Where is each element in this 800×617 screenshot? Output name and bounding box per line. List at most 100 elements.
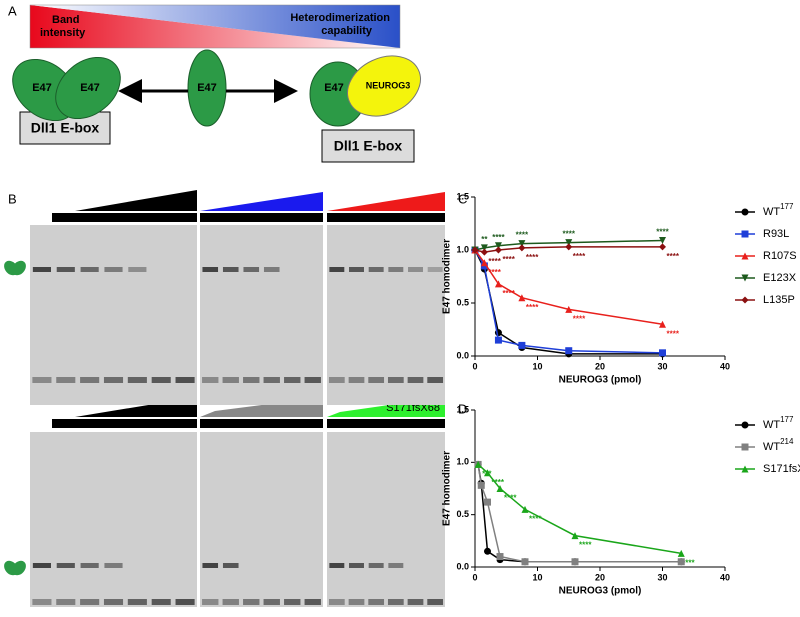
point: [494, 280, 502, 288]
panel-label: D: [458, 401, 467, 416]
series-line: [474, 249, 663, 354]
point: [471, 246, 479, 254]
point: [518, 244, 526, 252]
gel-bar: [200, 419, 323, 428]
gel-band: [243, 267, 260, 272]
panel-label: C: [458, 191, 467, 206]
dimer-icon: [12, 260, 26, 276]
gel-band: [388, 563, 404, 568]
gel-band: [407, 377, 424, 383]
legend-superscript: 177: [780, 202, 794, 211]
e47-protein: [187, 49, 227, 127]
gel-band: [32, 599, 52, 605]
significance-label: ****: [488, 257, 501, 266]
gradient-frame: [29, 4, 401, 49]
gel-bar: [327, 419, 445, 428]
series-line: [477, 463, 682, 555]
significance-label: ****: [492, 478, 505, 487]
gel: [327, 225, 445, 405]
point: [521, 505, 529, 513]
gel-band: [175, 377, 195, 383]
gel-band: [243, 377, 260, 383]
point: [565, 239, 573, 247]
point: [521, 558, 529, 566]
y-tick-label: 1.5: [456, 404, 469, 414]
gel-band: [128, 267, 147, 272]
point: [494, 242, 502, 250]
significance-label: ****: [488, 268, 501, 277]
significance-label: ****: [529, 515, 542, 524]
legend-label: WT177: [763, 415, 794, 431]
gel-band: [408, 267, 423, 272]
significance-label: ****: [579, 541, 592, 550]
gel-band: [222, 377, 239, 383]
gel-band: [80, 563, 99, 568]
gel: [327, 432, 445, 607]
gel: [30, 432, 197, 607]
point: [677, 549, 685, 557]
series-line: [474, 249, 663, 325]
gel-band: [328, 377, 345, 383]
gel-band: [349, 267, 364, 272]
gel-band: [127, 599, 147, 605]
y-axis-label: E47 homodimer: [442, 239, 453, 314]
legend-name: WT: [763, 441, 780, 453]
gel-band: [328, 599, 345, 605]
gel-band: [104, 563, 123, 568]
e47-label: E47: [324, 82, 344, 94]
legend-marker: [741, 443, 749, 451]
neurog3-protein: [347, 55, 421, 117]
gel-band: [222, 599, 239, 605]
gel-band: [32, 267, 51, 272]
gel-band: [202, 267, 219, 272]
y-tick-label: 1.0: [456, 457, 469, 467]
point: [659, 349, 666, 357]
gel-band: [32, 563, 51, 568]
gel-band: [427, 377, 444, 383]
point: [480, 259, 488, 267]
x-tick-label: 20: [595, 361, 605, 371]
gel-band: [56, 563, 75, 568]
y-tick-label: 0.0: [456, 350, 469, 360]
x-axis-label: NEUROG3 (pmol): [559, 586, 642, 597]
gel-band: [127, 377, 147, 383]
series-line: [474, 249, 663, 355]
gel-band: [329, 267, 345, 272]
point: [571, 532, 579, 540]
gel-band: [56, 267, 75, 272]
point: [565, 243, 573, 251]
legend-marker: [741, 274, 749, 282]
gel-band: [284, 599, 301, 605]
gel: [200, 225, 323, 405]
gel: [200, 432, 323, 607]
legend-name: R107S: [763, 250, 797, 262]
gel-band: [407, 599, 424, 605]
gel-bar: [52, 419, 197, 428]
gel-band: [329, 563, 345, 568]
significance-label: ****: [492, 233, 505, 242]
gel-band: [368, 377, 385, 383]
legend-name: E123X: [763, 272, 797, 284]
significance-label: ****: [656, 228, 669, 237]
legend-label: L135P: [763, 294, 795, 306]
significance-label: ****: [502, 289, 515, 298]
gel-band: [56, 599, 76, 605]
gel-band: [368, 563, 384, 568]
gel-band: [304, 599, 321, 605]
gel-band: [80, 267, 99, 272]
point: [496, 485, 504, 492]
point: [494, 336, 502, 344]
gel-band: [368, 267, 384, 272]
gel-band: [348, 599, 365, 605]
gel-band: [80, 377, 100, 383]
gel-band: [151, 599, 171, 605]
legend-label: WT177: [763, 202, 794, 218]
legend-name: WT: [763, 419, 780, 431]
point: [474, 460, 482, 468]
legend-label: E123X: [763, 272, 797, 284]
gel-bar: [200, 213, 323, 222]
gel-band: [80, 599, 100, 605]
x-tick-label: 0: [472, 572, 477, 582]
e47-label: E47: [80, 82, 100, 94]
